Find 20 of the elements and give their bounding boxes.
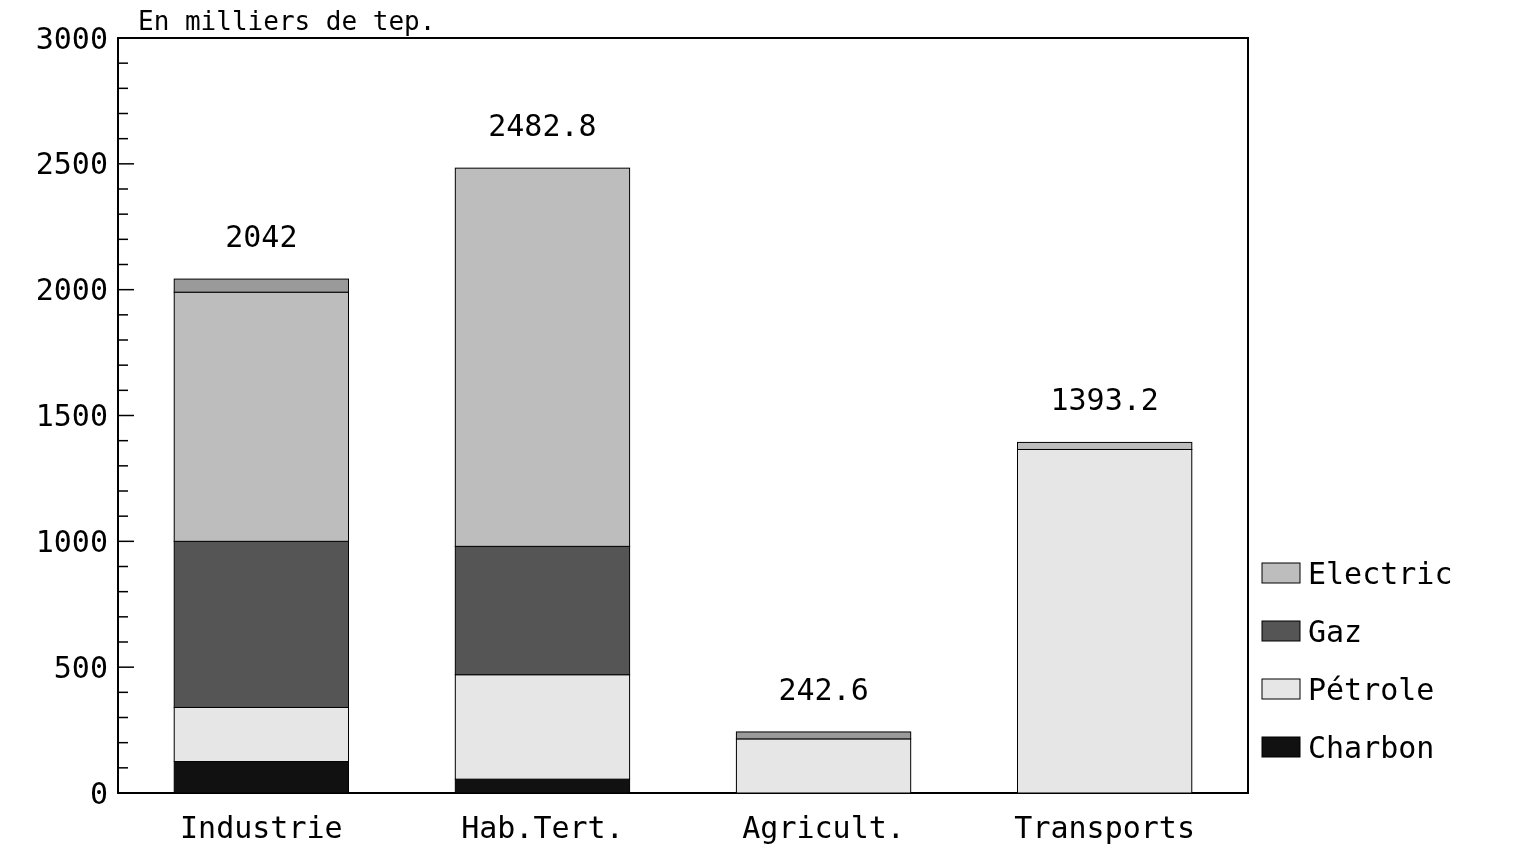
legend-label: Charbon	[1308, 729, 1435, 765]
total-label: 2482.8	[488, 108, 597, 144]
total-label: 242.6	[778, 671, 869, 707]
x-tick-label: Hab.Tert.	[461, 810, 624, 845]
legend-label: Gaz	[1308, 613, 1363, 649]
total-label: 2042	[225, 219, 298, 255]
legend-label: Electric	[1308, 555, 1453, 591]
x-tick-label: Industrie	[180, 810, 343, 845]
y-tick-label: 0	[89, 775, 108, 811]
y-tick-label: 2500	[35, 146, 108, 182]
y-tick-label: 1500	[35, 398, 108, 433]
x-tick-label: Agricult.	[742, 810, 905, 845]
total-label: 1393.2	[1050, 382, 1159, 418]
y-axis-title: En milliers de tep.	[138, 6, 436, 36]
y-tick-label: 3000	[35, 20, 108, 56]
y-tick-label: 500	[53, 649, 108, 685]
x-tick-label: Transports	[1014, 810, 1195, 845]
y-tick-label: 1000	[35, 523, 108, 559]
legend-label: Pétrole	[1308, 671, 1435, 707]
y-tick-label: 2000	[35, 272, 108, 308]
